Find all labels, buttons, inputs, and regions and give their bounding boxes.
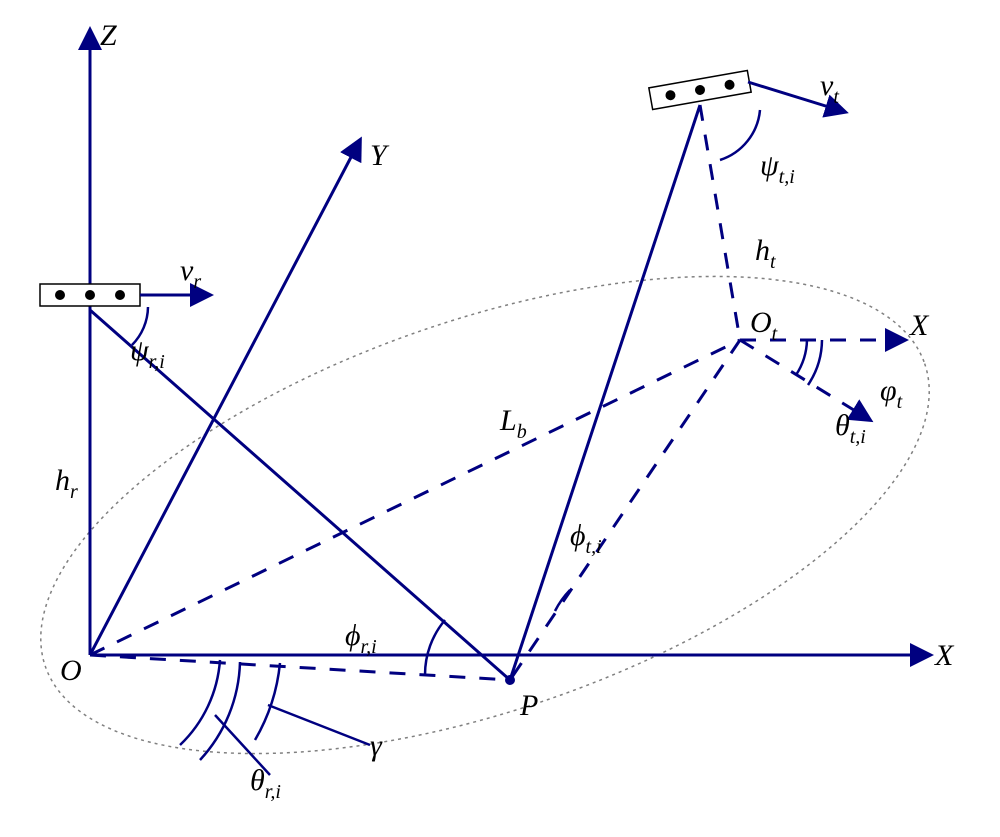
line-ht (700, 105, 740, 340)
arc-phi-t (555, 590, 570, 611)
point-P (505, 675, 515, 685)
label-Z: Z (100, 19, 117, 52)
label-ht: ht (755, 234, 776, 273)
label-phi-t: ϕt,i (570, 519, 602, 558)
scatter-ellipse (0, 179, 988, 837)
label-X-at-Ot: X (909, 309, 930, 342)
axis-y (90, 140, 360, 655)
label-Y: Y (370, 139, 390, 172)
line-Lb (90, 340, 740, 655)
label-Lb: Lb (499, 404, 527, 443)
label-psi-r: ψr,i (130, 334, 165, 373)
label-gamma: γ (370, 729, 383, 762)
arc-theta-t-1 (796, 340, 807, 375)
arc-gamma (255, 663, 280, 740)
label-hr: hr (55, 464, 78, 503)
arc-theta-r-1 (180, 660, 220, 745)
arc-theta-t-2 (808, 340, 822, 385)
line-t-P (510, 105, 700, 680)
receiver-antenna (40, 284, 140, 306)
arc-phi-r (425, 620, 445, 675)
label-theta-t: θt,i (835, 409, 866, 448)
line-O-P (90, 655, 510, 680)
arc-psi-t (720, 110, 760, 160)
label-varphi-t: φt (880, 374, 903, 413)
label-psi-t: ψt,i (760, 149, 795, 188)
label-vr: vr (180, 254, 201, 293)
label-X: X (934, 639, 955, 672)
label-O: O (60, 654, 82, 687)
label-phi-r: ϕr,i (345, 619, 377, 658)
transmitter-antenna (649, 70, 751, 109)
label-vt: vt (820, 69, 839, 108)
line-Ot-P (510, 340, 740, 680)
label-P: P (519, 689, 538, 722)
leader-gamma (268, 705, 370, 745)
